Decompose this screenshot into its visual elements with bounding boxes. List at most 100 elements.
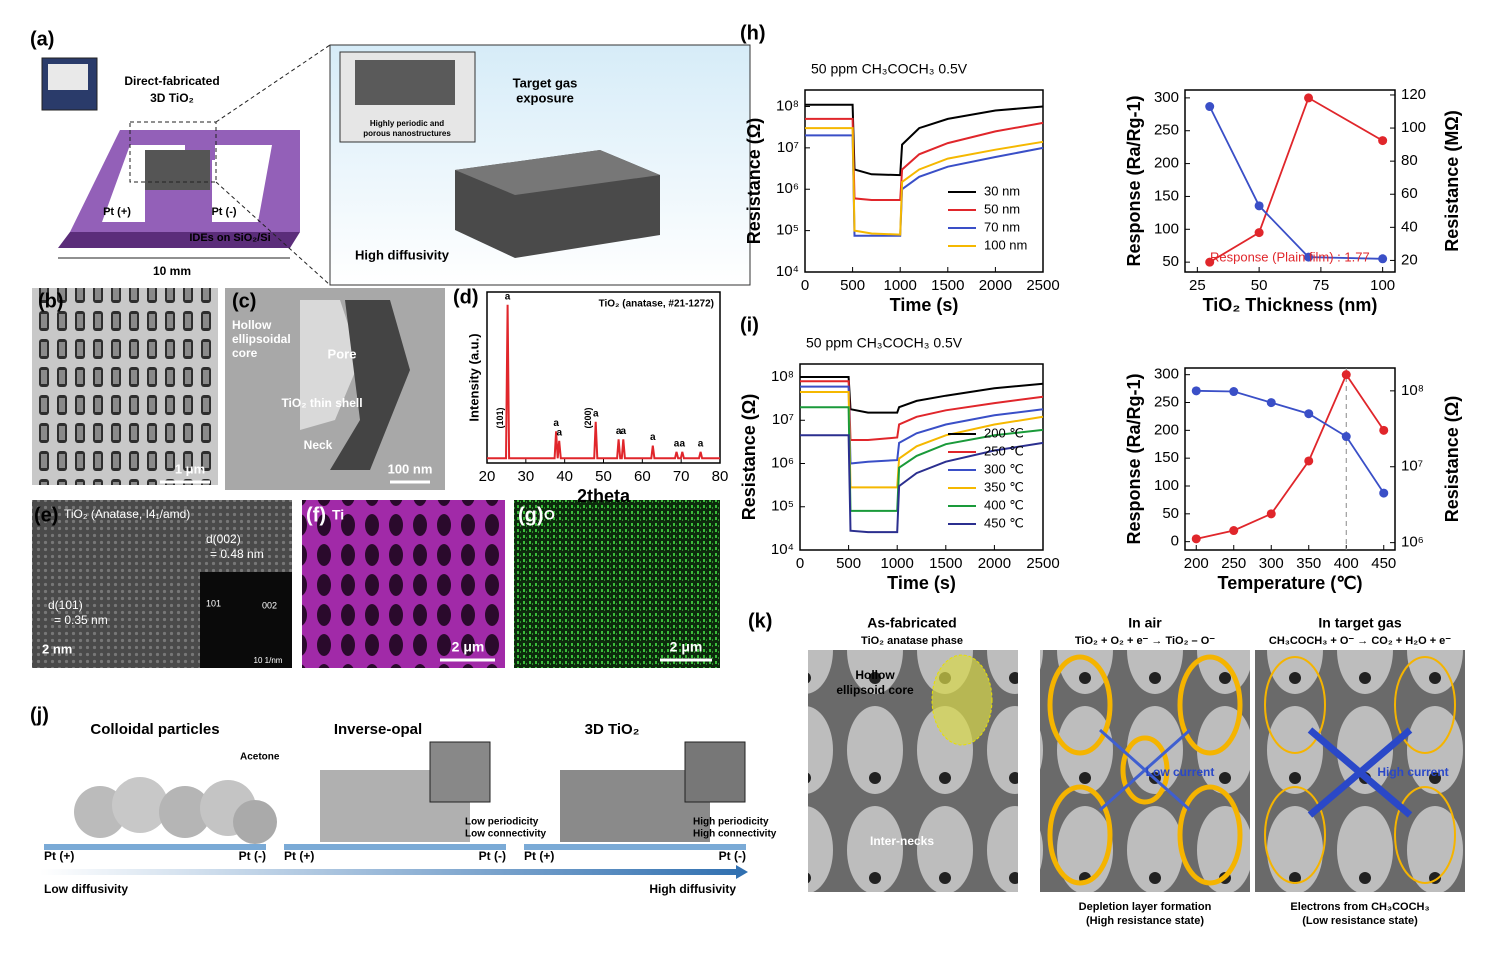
- panel-label: (i): [740, 314, 759, 336]
- peak-label: a: [593, 408, 599, 419]
- label: core: [232, 346, 258, 360]
- label: Hollow: [855, 668, 895, 682]
- label: O: [544, 507, 555, 523]
- y-tick-label: 10⁸: [771, 368, 794, 385]
- x-tick-label: 75: [1313, 277, 1330, 294]
- marker: [1229, 387, 1239, 397]
- plane-label: (101): [495, 407, 505, 428]
- marker: [1254, 228, 1264, 238]
- label: Low connectivity: [465, 829, 547, 840]
- x-tick-label: 500: [836, 555, 861, 572]
- label: exposure: [516, 90, 574, 105]
- x-tick-label: 300: [1259, 555, 1284, 572]
- label: IDEs on SiO₂/Si: [189, 232, 270, 244]
- marker: [1304, 252, 1314, 262]
- plot-frame: [799, 363, 1044, 551]
- label: High diffusivity: [649, 882, 736, 896]
- y2-tick-label: 40: [1401, 218, 1418, 235]
- label: Hollow: [232, 318, 272, 332]
- label: Acetone: [240, 752, 280, 763]
- y-tick-label: 50: [1162, 253, 1179, 270]
- peak-label: a: [556, 427, 562, 438]
- y-tick-label: 10⁴: [771, 541, 794, 558]
- inset: [429, 741, 491, 803]
- electrode: [212, 145, 272, 222]
- marker: [1229, 526, 1239, 536]
- x-axis-label: Time (s): [887, 573, 956, 593]
- x-tick-label: 350: [1296, 555, 1321, 572]
- marker: [1378, 136, 1388, 146]
- marker: [1304, 409, 1314, 419]
- y-axis-label: Intensity (a.u.): [466, 333, 481, 421]
- y2-tick-label: 10⁷: [1401, 458, 1423, 475]
- legend-label: 450 ℃: [984, 515, 1024, 530]
- x-tick-label: 100: [1370, 277, 1395, 294]
- y2-tick-label: 120: [1401, 86, 1426, 103]
- y-tick-label: 300: [1154, 366, 1179, 383]
- marker: [1304, 93, 1314, 103]
- y2-axis-label: Resistance (Ω): [1442, 396, 1462, 522]
- legend-label: 400 ℃: [984, 497, 1024, 512]
- y-tick-label: 10⁶: [771, 454, 794, 471]
- series-line: [1208, 106, 1383, 260]
- x-tick-label: 0: [796, 555, 804, 572]
- inset-structure: [355, 60, 455, 105]
- current-arrows: [1307, 727, 1413, 818]
- x-tick-label: 1000: [884, 277, 917, 294]
- y-tick-label: 10⁶: [776, 180, 799, 197]
- label: Pt (+): [44, 849, 74, 863]
- y-axis-label: Response (Ra/Rg-1): [1124, 373, 1144, 544]
- highlight: [931, 654, 993, 746]
- diffusivity-arrow: [40, 865, 748, 879]
- y-tick-label: 150: [1154, 187, 1179, 204]
- peak-label: a: [650, 432, 656, 443]
- x-tick-label: 500: [840, 277, 865, 294]
- y-tick-label: 200: [1154, 155, 1179, 172]
- series-line: [800, 434, 1044, 534]
- label: = 0.48 nm: [210, 547, 264, 561]
- label: Pt (-): [719, 849, 746, 863]
- y2-axis-label: Resistance (MΩ): [1442, 110, 1462, 251]
- label: Low periodicity: [465, 817, 539, 828]
- peak-label: a: [680, 439, 686, 450]
- marker: [1304, 456, 1314, 466]
- plane-label: (200): [583, 407, 593, 428]
- current-arrows: [1099, 728, 1191, 812]
- label: = 0.35 nm: [54, 613, 108, 627]
- x-tick-label: 1000: [881, 555, 914, 572]
- label: Colloidal particles: [90, 721, 219, 738]
- x-tick-label: 2500: [1026, 277, 1059, 294]
- label: High connectivity: [693, 829, 777, 840]
- label: Pt (-): [479, 849, 506, 863]
- scale-label: 100 nm: [388, 461, 433, 476]
- label: d(002): [206, 532, 241, 546]
- label: 3D TiO₂: [585, 721, 640, 738]
- label: 101: [206, 598, 221, 608]
- x-tick-label: 50: [1251, 277, 1268, 294]
- depletion-layers: [1264, 656, 1456, 884]
- label: ellipsoid core: [836, 683, 914, 697]
- label: (Low resistance state): [1302, 915, 1418, 927]
- marker: [1341, 432, 1351, 442]
- label: TiO₂ (Anatase, I4₁/amd): [64, 507, 190, 521]
- label: As-fabricated: [867, 615, 956, 631]
- x-tick-label: 30: [517, 468, 534, 485]
- marker: [1266, 398, 1276, 408]
- label: High diffusivity: [355, 247, 450, 262]
- y-tick-label: 10⁵: [776, 222, 799, 239]
- series-line: [487, 304, 720, 460]
- zoom-line: [215, 44, 331, 123]
- panel-label: (d): [453, 286, 479, 308]
- y-tick-label: 50: [1162, 505, 1179, 522]
- plot-frame: [1184, 367, 1396, 551]
- x-tick-label: 2000: [978, 555, 1011, 572]
- chart-title: 50 ppm CH₃COCH₃ 0.5V: [806, 335, 963, 351]
- x-tick-label: 25: [1189, 277, 1206, 294]
- shell: [330, 300, 410, 470]
- x-axis-label: 2theta: [577, 486, 631, 506]
- zoom-box: [129, 121, 217, 183]
- marker: [1191, 534, 1201, 544]
- label: Pt (+): [524, 849, 554, 863]
- depletion-layers: [1047, 654, 1243, 886]
- peak-label: a: [505, 291, 511, 302]
